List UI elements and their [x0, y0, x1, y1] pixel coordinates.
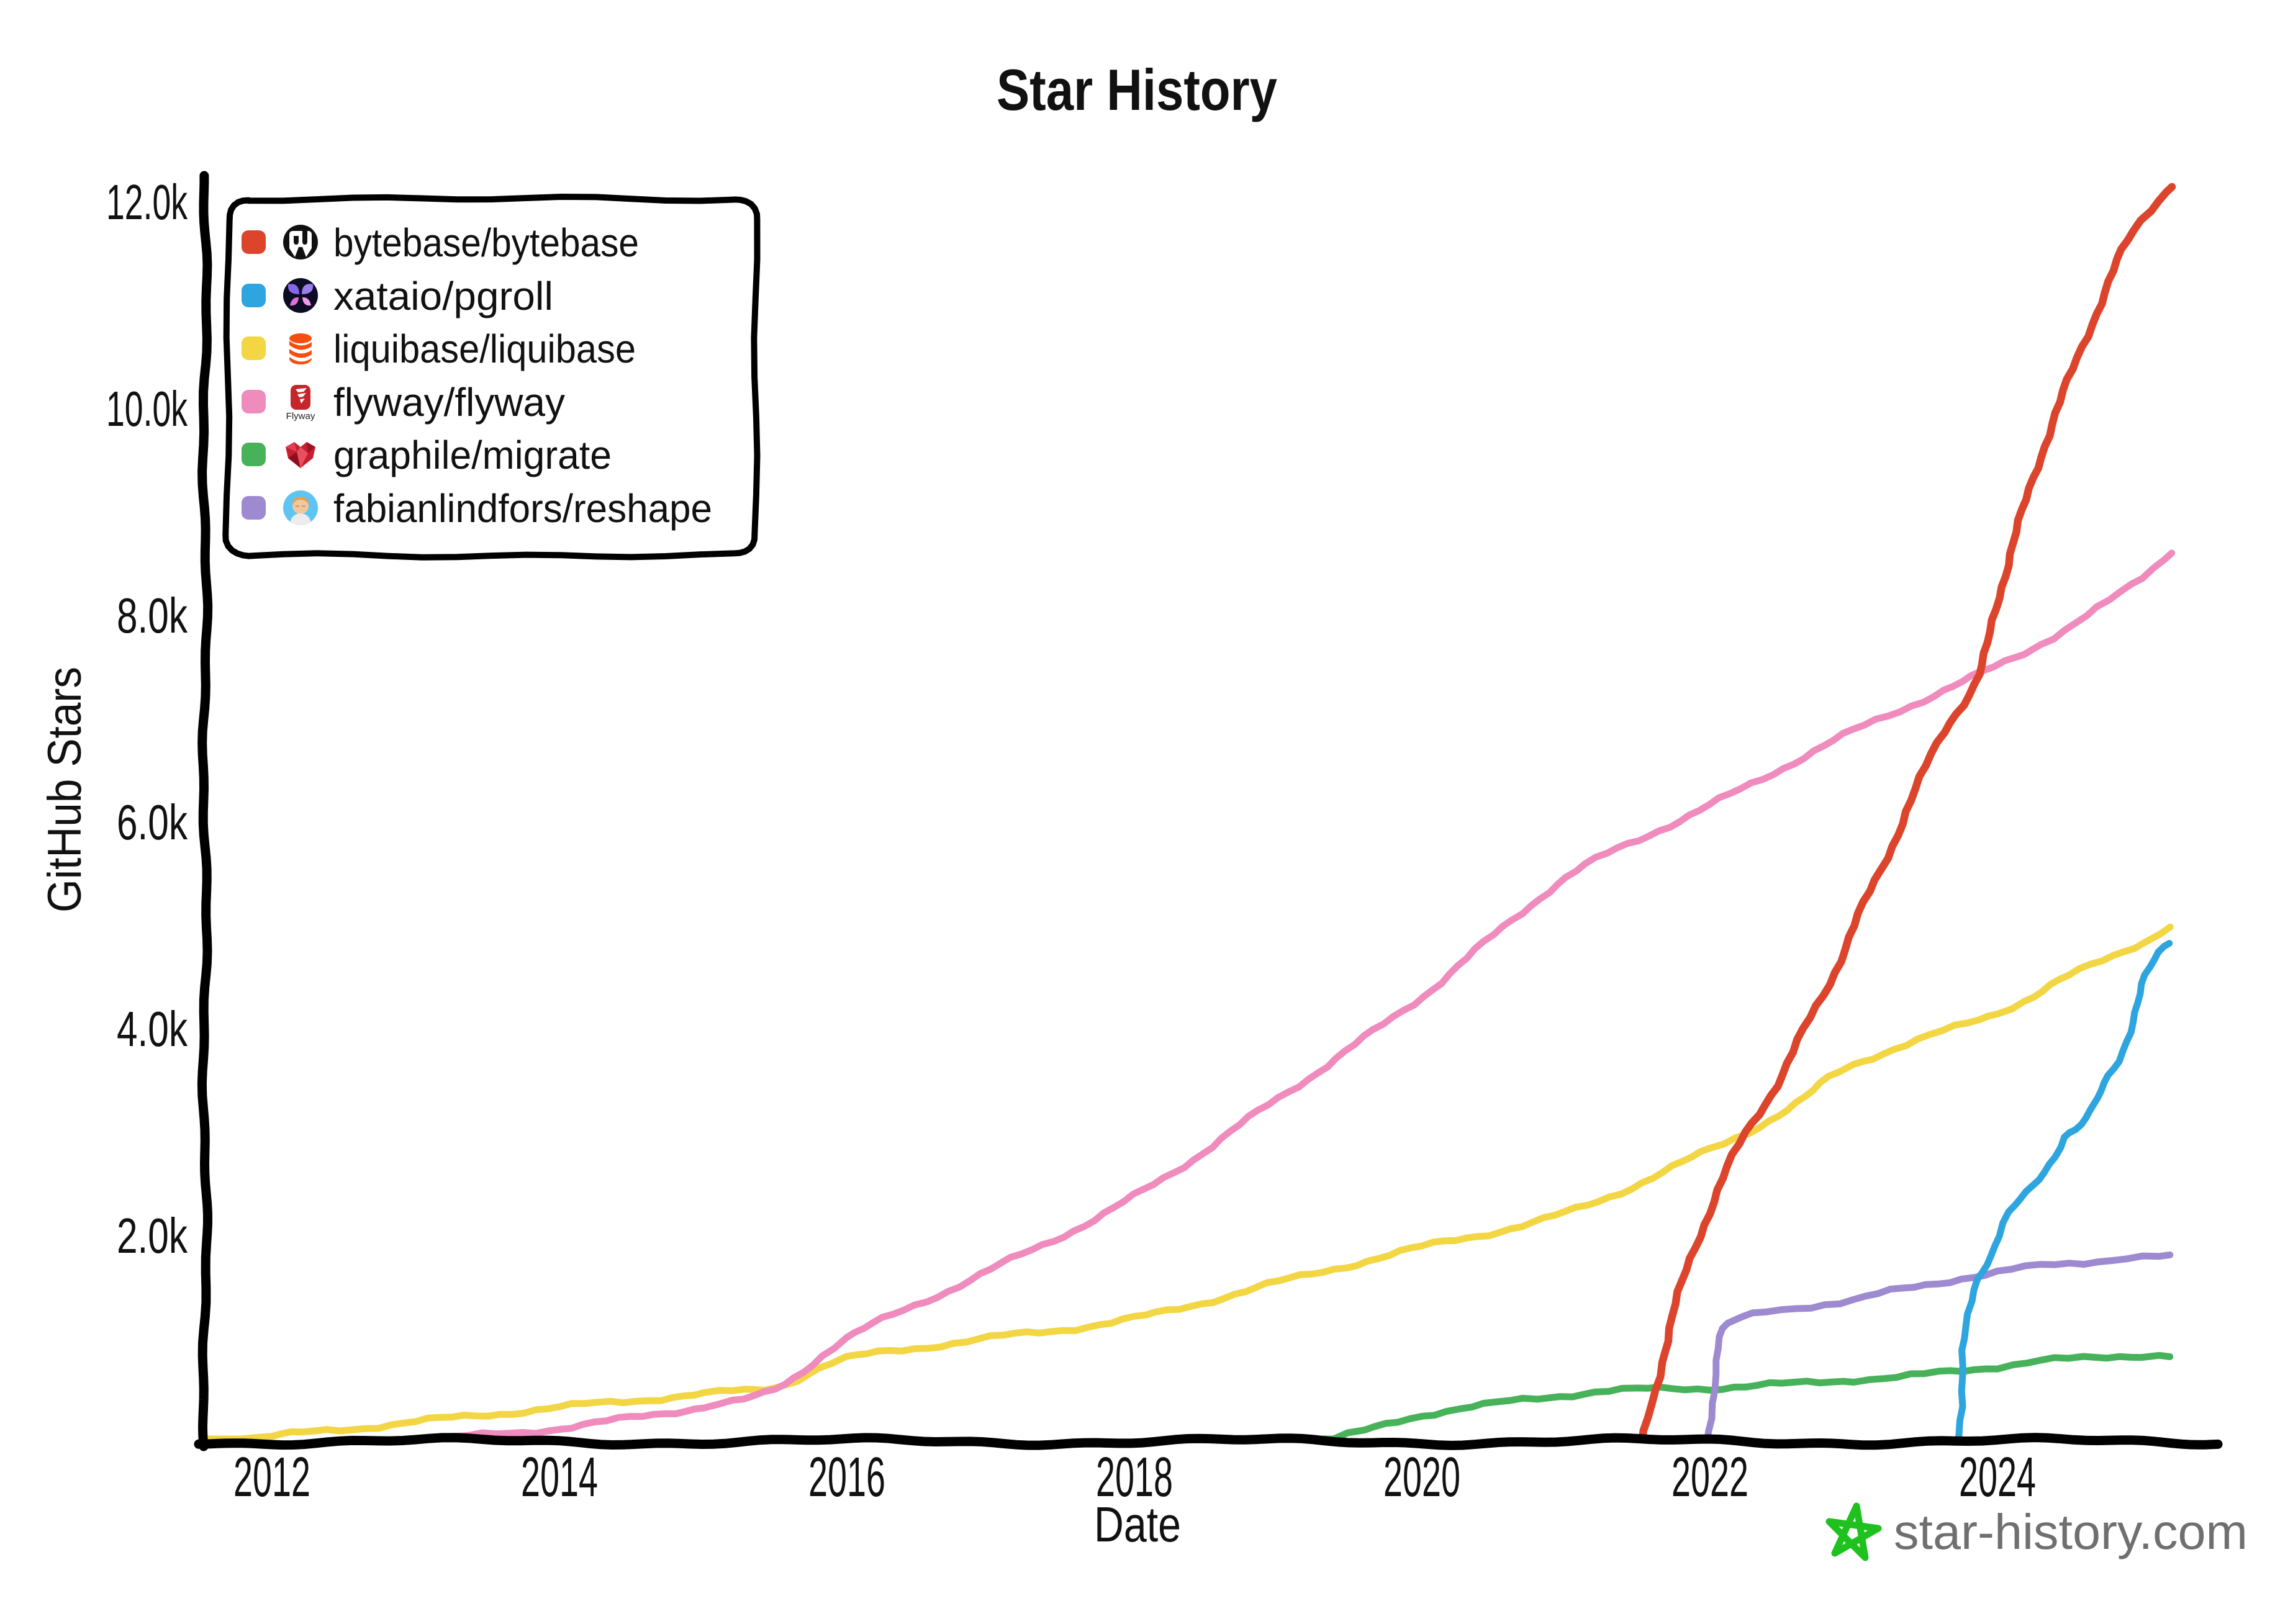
svg-text:GitHub Stars: GitHub Stars — [38, 667, 91, 913]
svg-text:10.0k: 10.0k — [106, 381, 188, 436]
svg-text:4.0k: 4.0k — [117, 1001, 188, 1057]
svg-text:star-history.com: star-history.com — [1894, 1504, 2248, 1559]
svg-text:2018: 2018 — [1096, 1446, 1173, 1509]
svg-text:Star History: Star History — [997, 57, 1277, 122]
svg-text:fabianlindfors/reshape: fabianlindfors/reshape — [333, 486, 712, 531]
svg-text:2024: 2024 — [1959, 1446, 2036, 1509]
svg-text:2020: 2020 — [1383, 1446, 1460, 1509]
svg-text:xataio/pgroll: xataio/pgroll — [333, 274, 553, 318]
svg-text:Date: Date — [1094, 1497, 1181, 1552]
svg-text:2014: 2014 — [521, 1446, 598, 1509]
svg-text:2.0k: 2.0k — [117, 1208, 188, 1263]
svg-text:bytebase/bytebase: bytebase/bytebase — [333, 220, 639, 265]
svg-text:8.0k: 8.0k — [117, 588, 188, 643]
svg-text:2012: 2012 — [233, 1446, 310, 1509]
svg-text:6.0k: 6.0k — [117, 795, 188, 850]
svg-text:Flyway: Flyway — [286, 411, 315, 422]
svg-text:12.0k: 12.0k — [106, 174, 188, 230]
svg-text:flyway/flyway: flyway/flyway — [333, 380, 565, 425]
svg-text:graphile/migrate: graphile/migrate — [333, 433, 612, 477]
svg-text:2022: 2022 — [1671, 1446, 1748, 1509]
svg-text:liquibase/liquibase: liquibase/liquibase — [333, 327, 636, 371]
svg-text:2016: 2016 — [808, 1446, 885, 1509]
